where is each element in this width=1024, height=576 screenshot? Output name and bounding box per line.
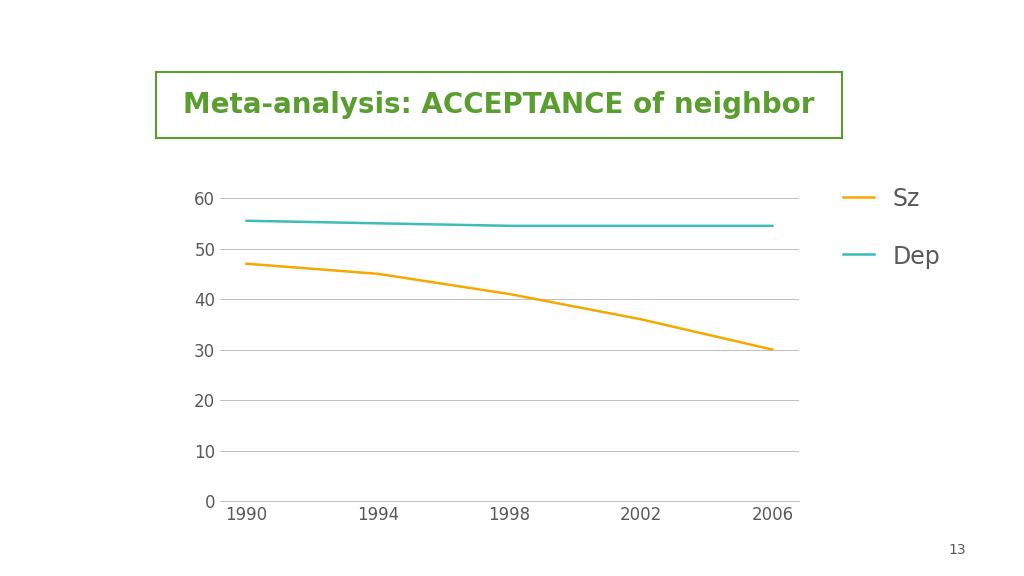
Text: Meta-analysis: ACCEPTANCE of neighbor: Meta-analysis: ACCEPTANCE of neighbor: [183, 91, 814, 119]
Text: 13: 13: [948, 543, 967, 557]
Legend: Sz, Dep: Sz, Dep: [834, 178, 950, 278]
